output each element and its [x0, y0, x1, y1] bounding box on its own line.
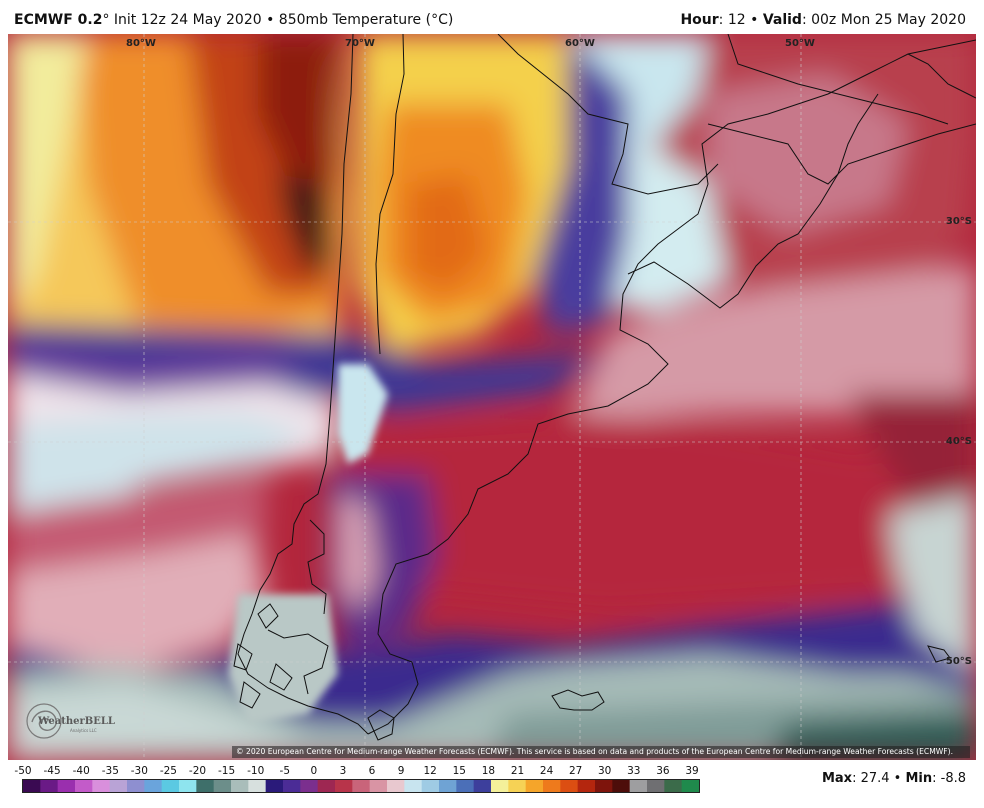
- colorbar-segment: [317, 780, 336, 792]
- colorbar-segment: [473, 780, 492, 792]
- longitude-label-60w: 60°W: [565, 38, 595, 49]
- colorbar-segment: [127, 780, 145, 792]
- max-min-readout: Max: 27.4 • Min: -8.8: [822, 771, 966, 786]
- longitude-label-70w: 70°W: [345, 38, 375, 49]
- colorbar-segment: [334, 780, 353, 792]
- colorbar-tick-label: 24: [539, 765, 554, 777]
- colorbar-tick-label: 6: [368, 765, 376, 777]
- map-title: ECMWF 0.2° Init 12z 24 May 2020 • 850mb …: [14, 12, 453, 28]
- colorbar-tick-labels: -50 -45 -40 -35 -30 -25 -20 -15 -10 -5 0 3 6 9 12 15 18 2…: [14, 765, 714, 779]
- latitude-label-30s: 30°S: [945, 216, 972, 227]
- colorbar-segment: [144, 780, 163, 792]
- latitude-label-40s: 40°S: [945, 436, 972, 447]
- valid-time: Hour: 12 • Valid: 00z Mon 25 May 2020: [680, 12, 966, 28]
- svg-text:WeatherBELL: WeatherBELL: [37, 716, 115, 727]
- colorbar-tick-label: 30: [598, 765, 612, 777]
- colorbar-segment: [161, 780, 180, 792]
- colorbar-segment: [594, 780, 613, 792]
- copyright-notice: © 2020 European Centre for Medium-range …: [232, 746, 970, 758]
- colorbar-segment: [92, 780, 111, 792]
- colorbar-segment: [508, 780, 527, 792]
- longitude-label-50w: 50°W: [785, 38, 815, 49]
- colorbar-segment: [525, 780, 544, 792]
- graticule: [8, 34, 976, 760]
- colorbar-tick-label: -45: [43, 765, 61, 777]
- colorbar-tick-label: 3: [339, 765, 347, 777]
- colorbar-segment: [647, 780, 665, 792]
- hour-value: : 12 •: [718, 12, 763, 28]
- colorbar-tick-label: 15: [452, 765, 466, 777]
- colorbar-tick-label: -25: [159, 765, 177, 777]
- weatherbell-swirl-icon: WeatherBELL Analytics LLC: [26, 703, 115, 739]
- colorbar-segment: [438, 780, 457, 792]
- colorbar-tick-label: 33: [627, 765, 641, 777]
- colorbar-tick-label: -10: [247, 765, 265, 777]
- colorbar-tick-label: -40: [72, 765, 90, 777]
- longitude-label-80w: 80°W: [126, 38, 156, 49]
- colorbar-segment: [213, 780, 232, 792]
- colorbar-tick-label: -20: [188, 765, 207, 777]
- hour-label: Hour: [680, 12, 719, 28]
- max-value: : 27.4 •: [852, 771, 906, 786]
- max-label: Max: [821, 771, 853, 786]
- colorbar-segment: [248, 780, 267, 792]
- colorbar-segment: [57, 780, 76, 792]
- valid-value: : 00z Mon 25 May 2020: [801, 12, 966, 28]
- temperature-detail: [228, 364, 388, 724]
- temperature-field: [8, 34, 976, 760]
- colorbar-segment: [352, 780, 371, 792]
- min-value: : -8.8: [932, 771, 966, 786]
- colorbar-segment: [283, 780, 301, 792]
- valid-label: Valid: [762, 12, 802, 28]
- colorbar-tick-label: 18: [481, 765, 496, 777]
- map-canvas: [8, 34, 976, 760]
- colorbar-segment: [74, 780, 93, 792]
- colorbar-tick-label: 27: [569, 765, 583, 777]
- colorbar-segment: [543, 780, 561, 792]
- colorbar-tick-label: -35: [101, 765, 119, 777]
- colorbar-tick-label: 36: [656, 765, 670, 777]
- colorbar-tick-label: 39: [685, 765, 699, 777]
- colorbar-segment: [265, 780, 284, 792]
- colorbar-segment: [629, 780, 648, 792]
- colorbar-tick-label: 0: [310, 765, 318, 777]
- colorbar-segment: [664, 780, 683, 792]
- colorbar-segment: [421, 780, 440, 792]
- colorbar-segment: [404, 780, 423, 792]
- colorbar-segment: [109, 780, 128, 792]
- init-description: ° Init 12z 24 May 2020 • 850mb Temperatu…: [102, 12, 454, 28]
- colorbar-segment: [456, 780, 475, 792]
- colorbar-segment: [577, 780, 596, 792]
- colorbar-segment: [196, 780, 215, 792]
- colorbar-tick-label: -5: [279, 765, 291, 777]
- min-label: Min: [905, 771, 933, 786]
- colorbar-tick-label: -15: [218, 765, 236, 777]
- colorbar-tick-label: -50: [14, 765, 32, 777]
- colorbar-segment: [612, 780, 631, 792]
- colorbar-segment: [681, 780, 699, 792]
- coastlines: [233, 34, 976, 741]
- temperature-map[interactable]: 80°W 70°W 60°W 50°W 30°S 40°S 50°S Weath…: [8, 34, 976, 760]
- colorbar-segment: [490, 780, 509, 792]
- latitude-label-50s: 50°S: [945, 656, 972, 667]
- colorbar-segment: [560, 780, 579, 792]
- model-name: ECMWF 0.2: [14, 12, 103, 28]
- colorbar-segment: [369, 780, 388, 792]
- colorbar-segment: [178, 780, 197, 792]
- colorbar-tick-label: 21: [510, 765, 525, 777]
- colorbar-segment: [387, 780, 405, 792]
- colorbar-segment: [300, 780, 319, 792]
- colorbar-segment: [231, 780, 249, 792]
- colorbar-tick-label: 9: [397, 765, 405, 777]
- colorbar-segment: [40, 780, 59, 792]
- colorbar-tick-label: 12: [423, 765, 437, 777]
- weatherbell-logo: WeatherBELL Analytics LLC: [24, 700, 124, 742]
- colorbar-tick-label: -30: [130, 765, 148, 777]
- temperature-colorbar: [22, 779, 700, 793]
- colorbar-segment: [23, 780, 41, 792]
- svg-text:Analytics LLC: Analytics LLC: [70, 728, 97, 733]
